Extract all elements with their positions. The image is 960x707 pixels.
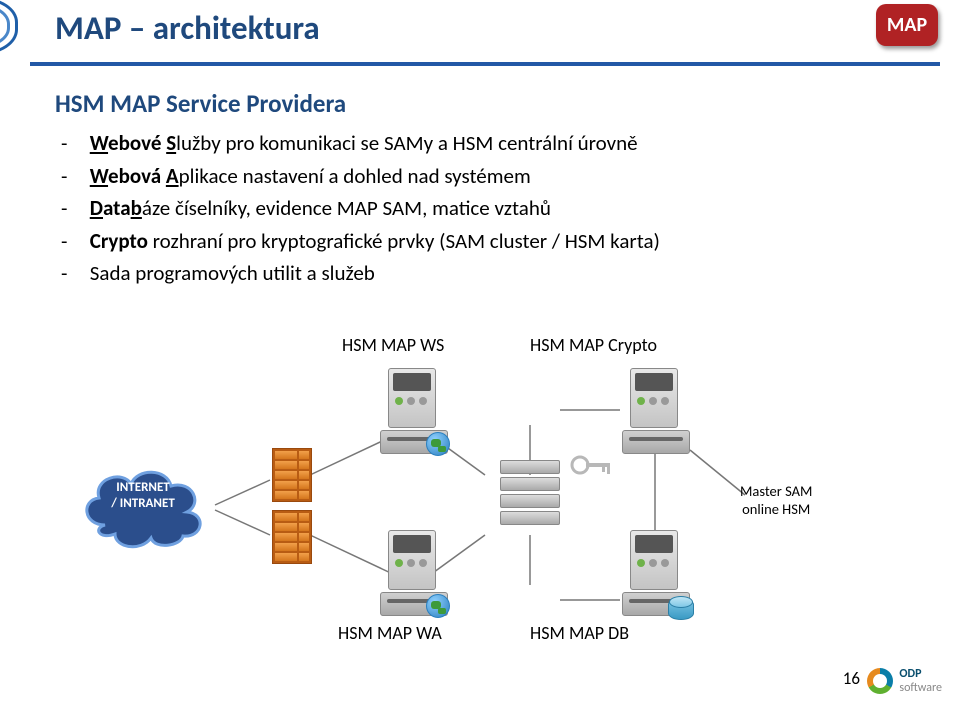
page-number: 16 bbox=[843, 668, 860, 689]
section-subtitle: HSM MAP Service Providera bbox=[55, 88, 905, 119]
title-bar: MAP – architektura MAP bbox=[0, 0, 960, 70]
key-icon bbox=[570, 455, 614, 475]
bullet-item: Sada programových utilit a služeb bbox=[55, 257, 905, 290]
bullet-item: Webová Aplikace nastavení a dohled nad s… bbox=[55, 160, 905, 193]
server-db-icon bbox=[622, 530, 690, 616]
content-area: HSM MAP Service Providera Webové Služby … bbox=[0, 70, 960, 290]
server-crypto-icon bbox=[622, 368, 690, 454]
bullet-list: Webové Služby pro komunikaci se SAMy a H… bbox=[55, 127, 905, 290]
label-hsm-map-db: HSM MAP DB bbox=[530, 622, 629, 644]
cloud-label: INTERNET/ INTRANET bbox=[88, 480, 198, 511]
architecture-diagram: HSM MAP WS HSM MAP Crypto HSM MAP WA HSM… bbox=[0, 320, 960, 640]
page-title: MAP – architektura bbox=[55, 8, 960, 48]
bullet-item: Crypto rozhraní pro kryptografické prvky… bbox=[55, 225, 905, 258]
firewall-icon bbox=[272, 510, 312, 564]
odp-logo-icon bbox=[867, 668, 893, 694]
server-ws-icon bbox=[380, 368, 448, 454]
footer-logo: ODPsoftware bbox=[867, 667, 942, 695]
title-underline bbox=[30, 62, 940, 66]
rack-switch-icon bbox=[500, 460, 560, 525]
map-badge: MAP bbox=[876, 4, 938, 46]
firewall-icon bbox=[272, 448, 312, 502]
label-master-sam-hsm: Master SAMonline HSM bbox=[740, 482, 812, 518]
label-hsm-map-ws: HSM MAP WS bbox=[342, 334, 444, 356]
server-wa-icon bbox=[380, 530, 448, 616]
bullet-item: Webové Služby pro komunikaci se SAMy a H… bbox=[55, 127, 905, 160]
label-hsm-map-wa: HSM MAP WA bbox=[338, 622, 442, 644]
bullet-item: Databáze číselníky, evidence MAP SAM, ma… bbox=[55, 192, 905, 225]
title-decoration-arcs bbox=[0, 0, 30, 70]
label-hsm-map-crypto: HSM MAP Crypto bbox=[530, 334, 657, 356]
